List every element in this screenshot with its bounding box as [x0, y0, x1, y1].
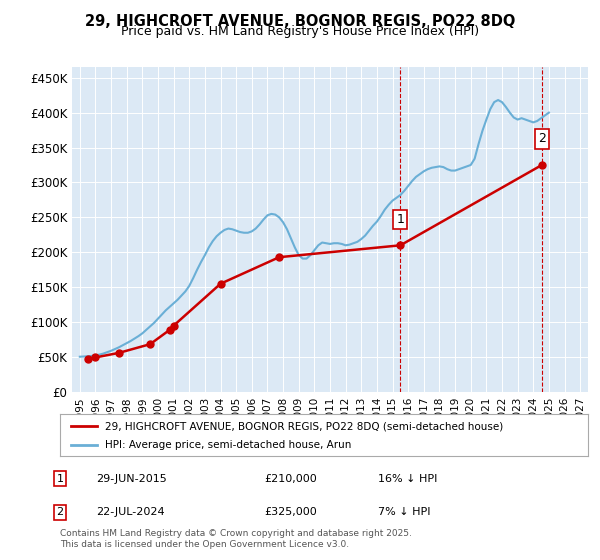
- Text: HPI: Average price, semi-detached house, Arun: HPI: Average price, semi-detached house,…: [105, 440, 351, 450]
- Point: [395, 241, 405, 250]
- Text: 29-JUN-2015: 29-JUN-2015: [96, 474, 167, 484]
- Text: 1: 1: [397, 213, 404, 226]
- Text: £210,000: £210,000: [264, 474, 317, 484]
- Point: [537, 161, 547, 170]
- Point: [114, 348, 124, 357]
- Text: Contains HM Land Registry data © Crown copyright and database right 2025.
This d: Contains HM Land Registry data © Crown c…: [60, 529, 412, 549]
- Text: £325,000: £325,000: [264, 507, 317, 517]
- Text: 29, HIGHCROFT AVENUE, BOGNOR REGIS, PO22 8DQ (semi-detached house): 29, HIGHCROFT AVENUE, BOGNOR REGIS, PO22…: [105, 421, 503, 431]
- Text: 7% ↓ HPI: 7% ↓ HPI: [378, 507, 431, 517]
- Point: [169, 321, 178, 330]
- Text: Price paid vs. HM Land Registry's House Price Index (HPI): Price paid vs. HM Land Registry's House …: [121, 25, 479, 38]
- Text: 2: 2: [538, 132, 546, 146]
- Point: [165, 325, 175, 334]
- Text: 2: 2: [56, 507, 64, 517]
- Text: 1: 1: [56, 474, 64, 484]
- Point: [91, 353, 100, 362]
- Point: [83, 354, 92, 363]
- Text: 29, HIGHCROFT AVENUE, BOGNOR REGIS, PO22 8DQ: 29, HIGHCROFT AVENUE, BOGNOR REGIS, PO22…: [85, 14, 515, 29]
- Point: [274, 253, 284, 262]
- Point: [145, 340, 155, 349]
- Text: 22-JUL-2024: 22-JUL-2024: [96, 507, 164, 517]
- Text: 16% ↓ HPI: 16% ↓ HPI: [378, 474, 437, 484]
- Point: [216, 279, 226, 288]
